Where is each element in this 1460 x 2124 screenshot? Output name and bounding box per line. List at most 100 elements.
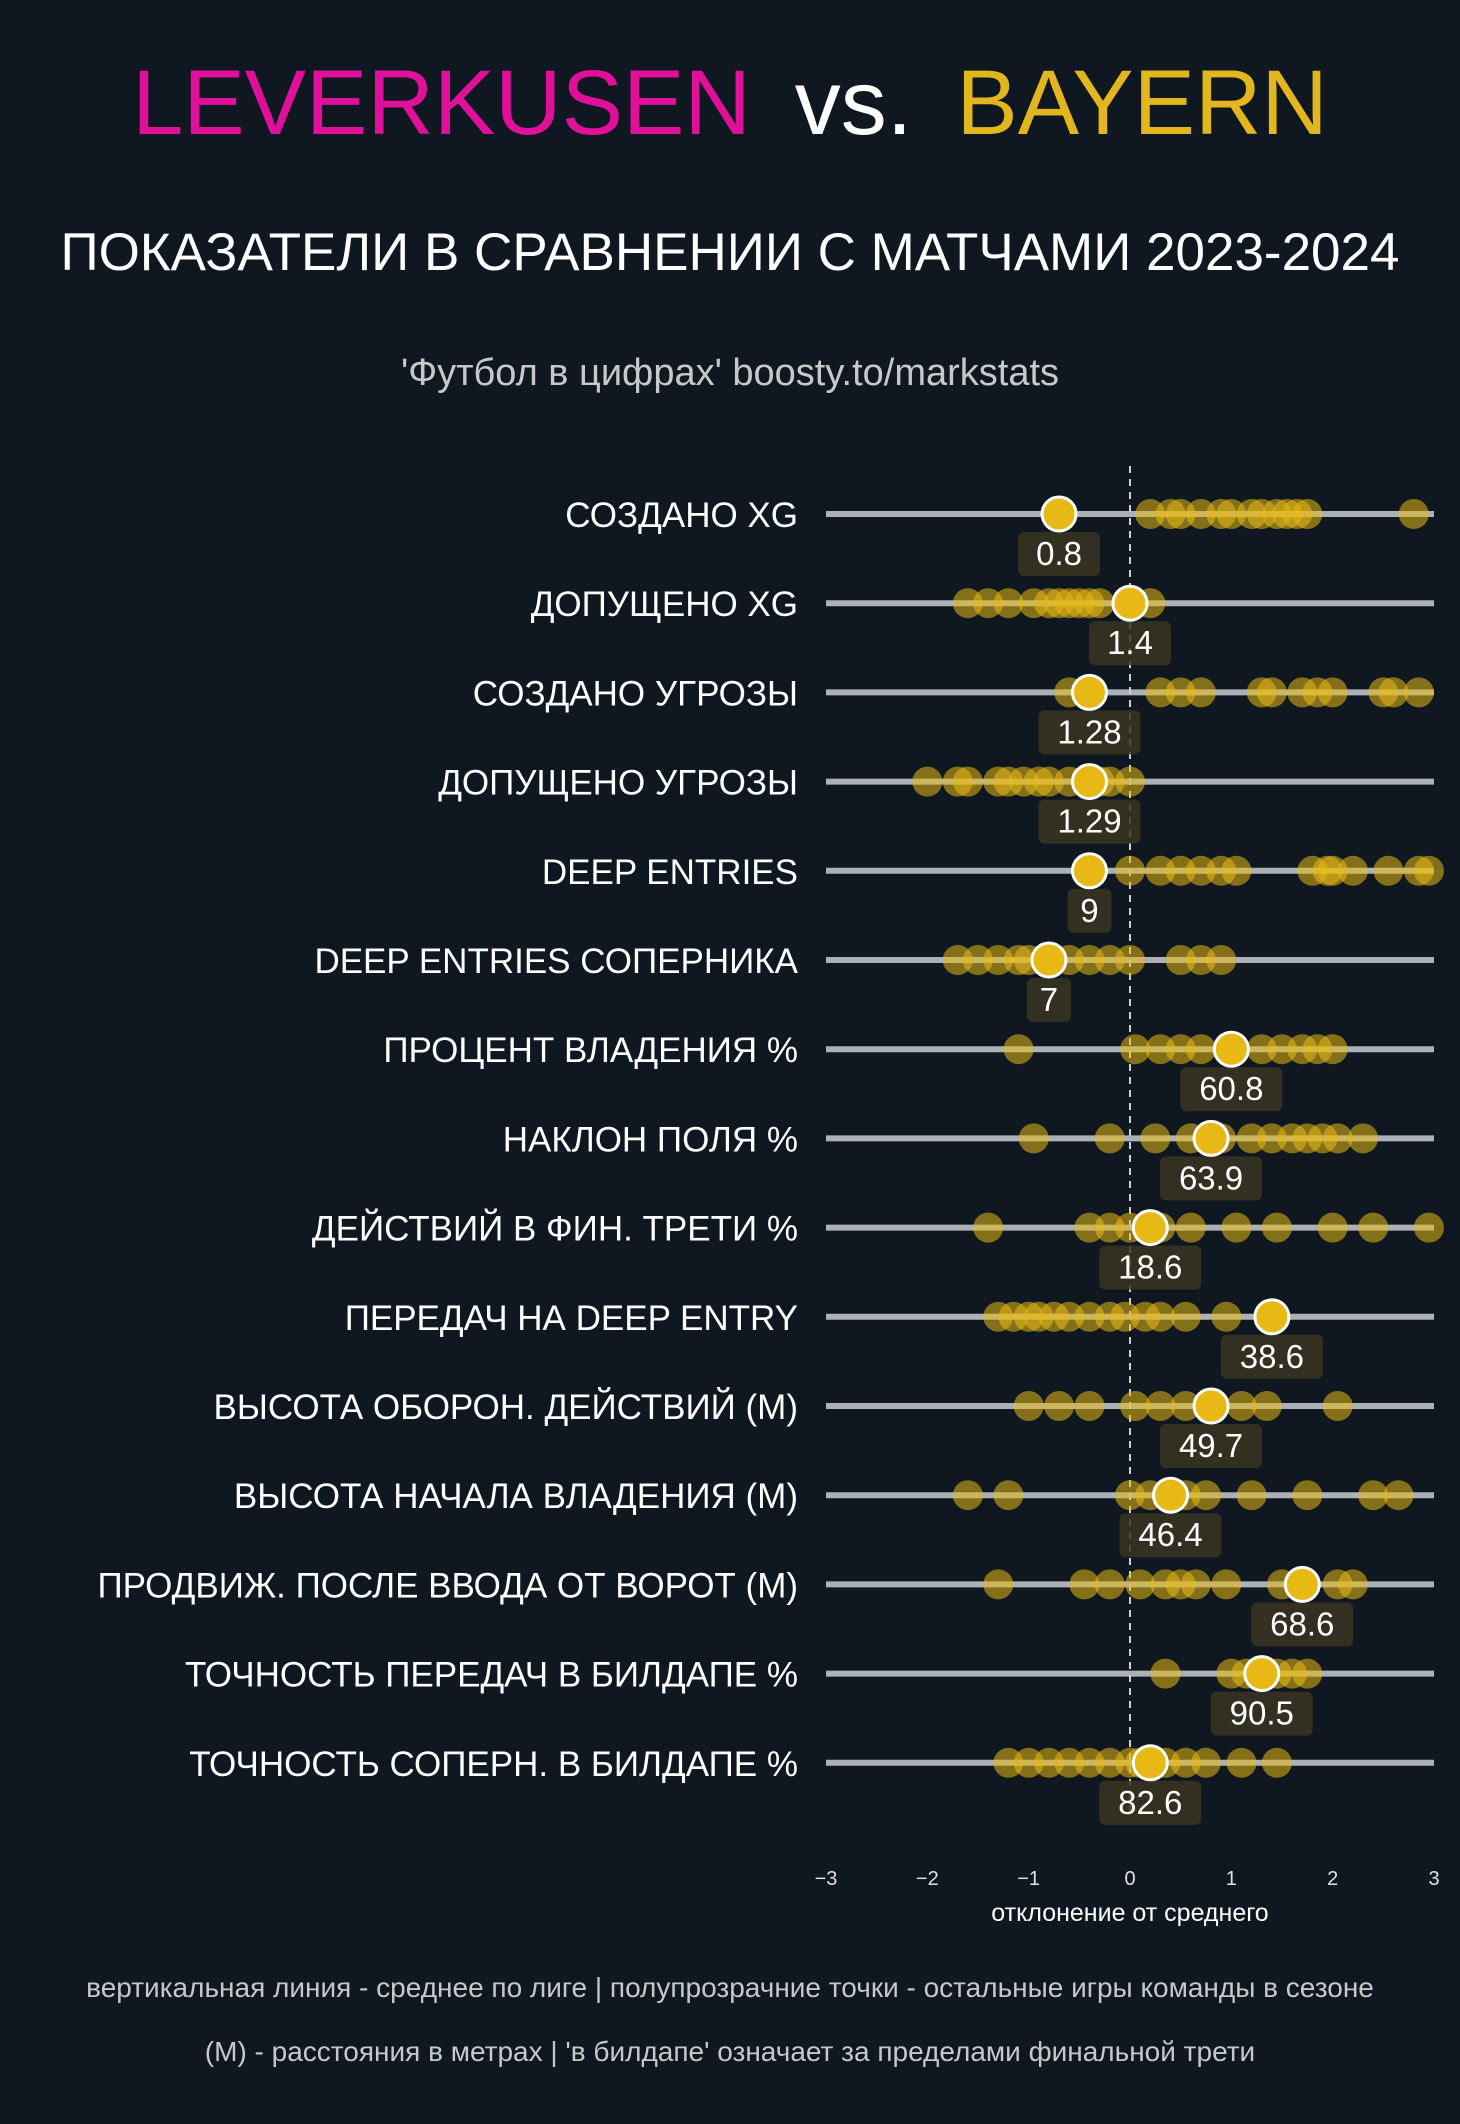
match-point (1192, 1119, 1230, 1157)
match-value-label: 49.7 (1179, 1427, 1243, 1464)
match-value-label: 90.5 (1230, 1695, 1294, 1732)
x-tick-label: −3 (815, 1868, 838, 1890)
season-game-point (1348, 1123, 1379, 1154)
season-game-point (1084, 588, 1115, 619)
metric-label: ВЫСОТА НАЧАЛА ВЛАДЕНИЯ (М) (234, 1477, 798, 1516)
season-game-point (1115, 945, 1145, 975)
season-game-point (1120, 1034, 1151, 1065)
season-game-point (1256, 677, 1287, 708)
match-value-label: 18.6 (1118, 1249, 1182, 1286)
metric-label: ДОПУЩЕНО XG (531, 585, 798, 624)
match-point (1131, 1744, 1169, 1782)
season-game-point (1373, 855, 1404, 886)
match-point (1030, 941, 1068, 979)
metric-label: DEEP ENTRIES (542, 853, 798, 892)
season-game-point (1185, 677, 1216, 708)
match-value-box (1160, 1424, 1263, 1468)
match-value-box (1038, 710, 1141, 755)
dot-plot: СОЗДАНО XG 0.8 ДОПУЩЕНО XG 1.4 СОЗДАНО УГРОЗ… (97, 466, 1444, 1927)
season-game-point (952, 766, 983, 797)
season-game-point (1191, 1480, 1221, 1511)
season-game-point (1206, 945, 1237, 975)
season-game-point (973, 1212, 1004, 1243)
away-team-name: BAYERN (956, 52, 1328, 154)
match-value-box (1018, 532, 1101, 576)
metric-label: СОЗДАНО XG (565, 496, 798, 535)
footnote-units: (М) - расстояния в метрах | 'в билдапе' … (204, 2036, 1256, 2067)
match-point (1070, 673, 1108, 711)
season-game-point (1125, 1569, 1156, 1600)
credit-line: 'Футбол в цифрах' boosty.to/markstats (400, 352, 1060, 394)
metric-label: ВЫСОТА ОБОРОН. ДЕЙСТВИЙ (М) (214, 1387, 798, 1427)
season-game-point (993, 1480, 1024, 1511)
match-value-box (1089, 621, 1171, 666)
season-game-point (1337, 1569, 1368, 1600)
season-game-point (1261, 1212, 1292, 1243)
metric-label: ПЕРЕДАЧ НА DEEP ENTRY (345, 1299, 798, 1338)
season-game-point (1185, 1034, 1216, 1065)
season-game-point (1317, 1212, 1348, 1243)
match-value-box (1160, 1156, 1263, 1201)
match-value-label: 38.6 (1240, 1338, 1304, 1375)
season-game-point (1211, 1301, 1242, 1332)
season-game-point (1013, 1391, 1044, 1421)
match-point (1111, 584, 1149, 622)
match-value-box (1210, 1691, 1313, 1736)
season-game-point (1358, 1212, 1389, 1243)
season-game-point (1150, 1658, 1181, 1689)
metric-label: ДЕЙСТВИЙ В ФИН. ТРЕТИ % (312, 1209, 798, 1249)
match-point (1070, 763, 1108, 801)
season-game-point (1413, 855, 1444, 886)
season-game-point (1378, 677, 1409, 708)
season-game-point (1145, 1391, 1176, 1421)
season-game-point (952, 1480, 983, 1511)
x-tick-label: 3 (1428, 1868, 1439, 1890)
season-game-point (1383, 1480, 1414, 1511)
season-game-point (1140, 1123, 1171, 1154)
match-point (1152, 1476, 1190, 1514)
match-value-box (1099, 1245, 1202, 1290)
vs-label: vs. (794, 52, 913, 154)
metric-label: DEEP ENTRIES СОПЕРНИКА (314, 942, 798, 981)
x-tick-label: 0 (1124, 1868, 1135, 1890)
match-point (1131, 1209, 1169, 1247)
season-game-point (1044, 1391, 1075, 1421)
season-game-point (1236, 1480, 1267, 1511)
metric-label: ПРОЦЕНТ ВЛАДЕНИЯ % (383, 1031, 798, 1070)
season-game-point (1317, 1034, 1348, 1065)
metric-label: ДОПУЩЕНО УГРОЗЫ (438, 764, 798, 803)
match-value-box (1180, 1067, 1283, 1112)
season-game-point (1322, 1391, 1353, 1421)
season-game-point (1170, 1301, 1201, 1332)
match-value-label: 63.9 (1179, 1159, 1243, 1196)
season-game-point (1292, 499, 1323, 529)
metric-label: ТОЧНОСТЬ ПЕРЕДАЧ В БИЛДАПЕ % (185, 1656, 798, 1695)
season-game-point (1403, 677, 1434, 708)
x-tick-label: 1 (1226, 1868, 1237, 1890)
season-game-point (1170, 1391, 1201, 1421)
match-value-label: 68.6 (1270, 1605, 1334, 1642)
metric-label: СОЗДАНО УГРОЗЫ (473, 674, 798, 713)
season-game-point (1191, 1747, 1221, 1778)
x-axis-label: отклонение от среднего (991, 1899, 1268, 1927)
metric-label: ПРОДВИЖ. ПОСЛЕ ВВОДА ОТ ВОРОТ (М) (97, 1566, 798, 1605)
season-game-point (1180, 1569, 1211, 1600)
season-game-point (1317, 677, 1348, 708)
match-point (1283, 1565, 1321, 1603)
season-game-point (1115, 766, 1145, 797)
footnote-legend: вертикальная линия - среднее по лиге | п… (86, 1972, 1374, 2003)
match-value-box (1119, 1513, 1222, 1558)
season-game-point (993, 588, 1024, 619)
chart-title: LEVERKUSEN vs. BAYERN (0, 48, 1460, 158)
season-game-point (1145, 1301, 1176, 1332)
season-game-point (1074, 1391, 1105, 1421)
metric-label: ТОЧНОСТЬ СОПЕРН. В БИЛДАПЕ % (189, 1745, 798, 1784)
match-value-box (1220, 1334, 1323, 1379)
season-game-point (1398, 499, 1429, 529)
match-value-box (1099, 1780, 1202, 1825)
home-team-name: LEVERKUSEN (132, 52, 751, 154)
x-tick-label: −1 (1017, 1868, 1040, 1890)
season-game-point (1211, 1569, 1242, 1600)
season-game-point (1413, 1212, 1444, 1243)
season-game-point (1003, 1034, 1034, 1065)
